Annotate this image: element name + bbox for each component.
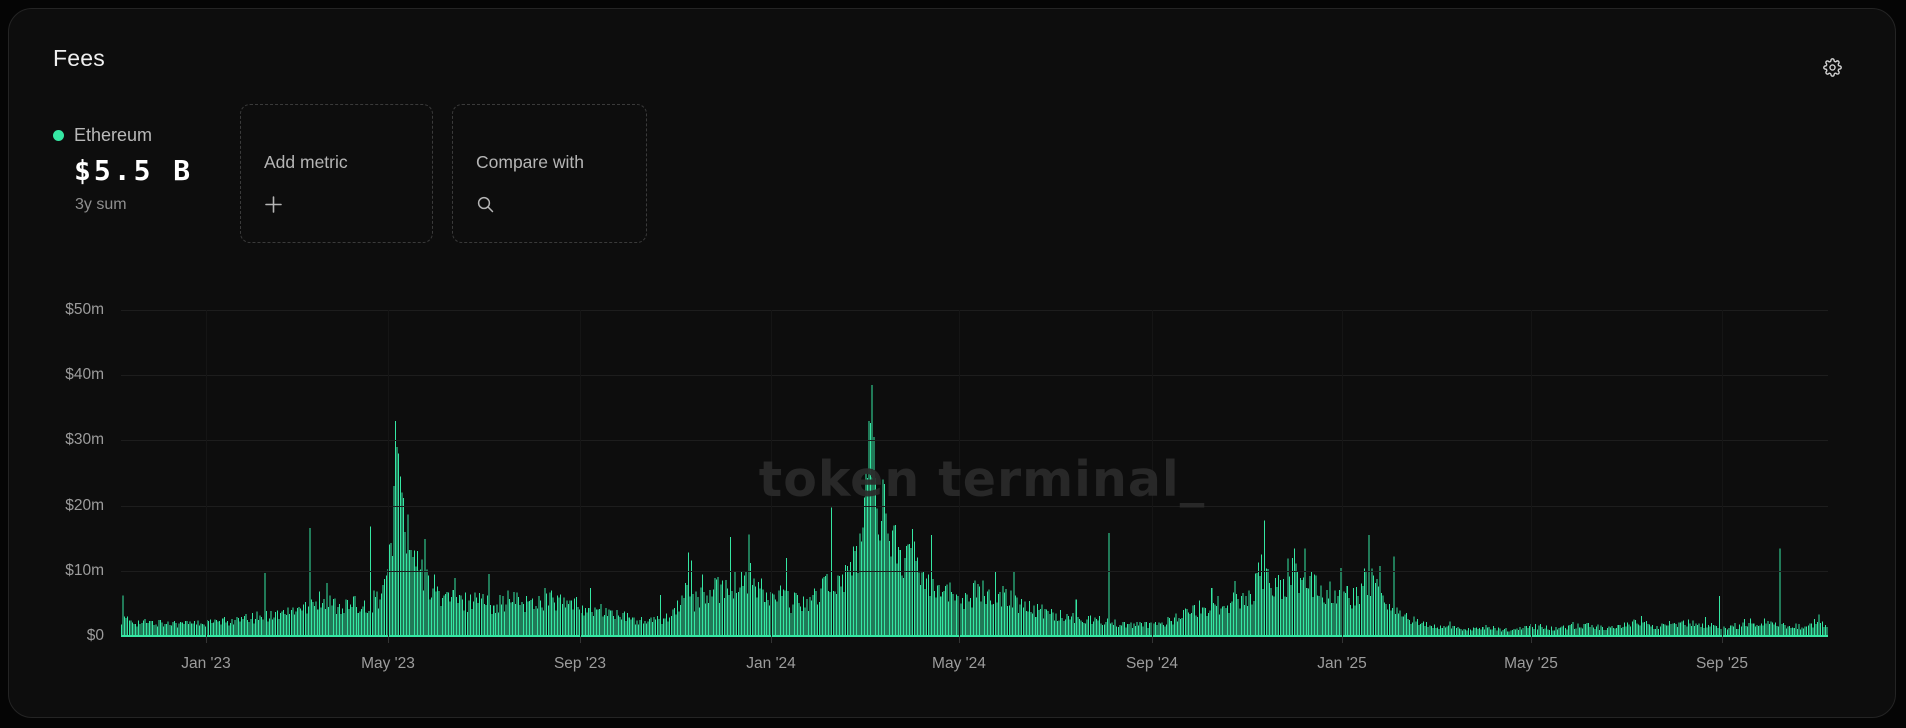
x-gridline <box>206 310 207 636</box>
x-tick <box>580 636 581 643</box>
x-gridline <box>1342 310 1344 636</box>
x-tick <box>1342 636 1344 643</box>
x-tick <box>771 636 773 643</box>
compare-with-button[interactable]: Compare with <box>452 104 647 243</box>
x-gridline <box>1530 310 1532 636</box>
add-metric-label: Add metric <box>264 152 348 172</box>
page-title: Fees <box>53 45 105 71</box>
y-axis-label: $10m <box>65 561 104 579</box>
x-tick <box>206 636 207 643</box>
y-gridline <box>121 570 1828 572</box>
fees-chart[interactable]: token terminal_ $0 $10m $20m $30m $40m $50m Ja… <box>9 289 1895 709</box>
x-axis-label: May '25 <box>1504 655 1558 672</box>
x-axis-label: Sep '23 <box>553 655 607 672</box>
gear-icon <box>1822 58 1842 80</box>
x-axis-label: Jan '24 <box>746 655 796 672</box>
x-gridline <box>387 310 389 636</box>
y-axis-label: $20m <box>65 496 104 514</box>
series-aggregate-window: 3y sum <box>75 196 127 213</box>
series-aggregate-value: $5.5 B <box>74 154 194 187</box>
x-tick <box>387 636 389 643</box>
y-gridline <box>121 505 1828 507</box>
x-gridline <box>771 310 773 636</box>
y-gridline <box>121 310 1828 311</box>
search-icon <box>476 195 646 217</box>
compare-with-label: Compare with <box>476 152 584 172</box>
series-color-dot <box>53 130 64 141</box>
x-axis-label: Sep '25 <box>1695 655 1749 672</box>
x-tick <box>1721 636 1723 643</box>
x-gridline <box>580 310 581 636</box>
y-axis-label: $40m <box>65 366 104 384</box>
settings-button[interactable] <box>1819 56 1845 82</box>
x-axis-label: Jan '25 <box>1317 655 1367 672</box>
y-axis-label: $0 <box>86 627 104 644</box>
fees-card: Fees Ethereum $5.5 B 3y sum Add metric C… <box>8 8 1896 718</box>
x-axis-label: Jan '23 <box>181 655 231 672</box>
add-metric-button[interactable]: Add metric <box>240 104 433 243</box>
y-gridline <box>121 440 1828 442</box>
x-axis-label: Sep '24 <box>1125 655 1179 672</box>
x-gridline <box>1152 310 1154 636</box>
metric-legend[interactable]: Ethereum $5.5 B 3y sum <box>53 125 193 214</box>
x-axis-label: May '24 <box>932 655 986 672</box>
x-gridline <box>1721 310 1723 636</box>
x-gridline <box>958 310 960 636</box>
x-tick <box>958 636 960 643</box>
series-name: Ethereum <box>74 125 153 145</box>
bars-layer <box>121 384 1828 637</box>
x-tick <box>1152 636 1154 643</box>
y-axis-label: $30m <box>65 431 104 449</box>
y-gridline <box>121 375 1828 377</box>
x-axis-label: May '23 <box>361 655 415 672</box>
y-axis-label: $50m <box>65 301 104 318</box>
x-tick <box>1530 636 1532 643</box>
plus-icon <box>264 195 432 217</box>
